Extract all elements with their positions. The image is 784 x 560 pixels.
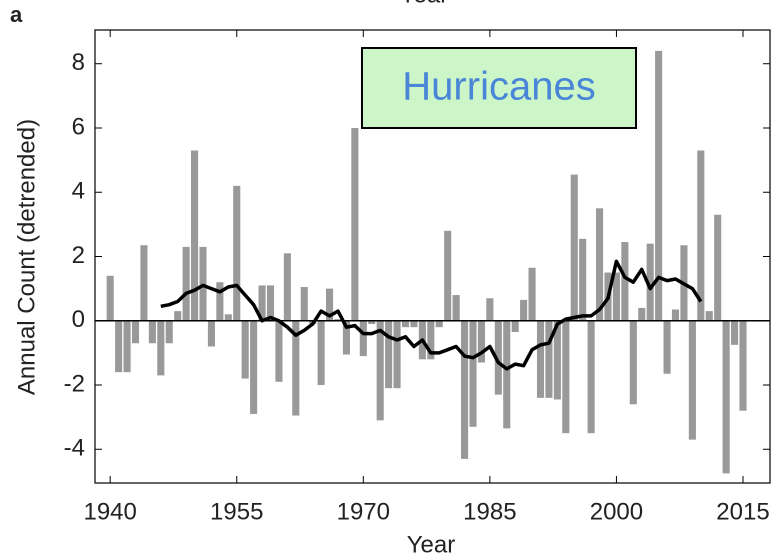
x-tick-label: 2015 xyxy=(716,498,769,525)
bar xyxy=(157,320,165,376)
bar xyxy=(663,320,671,374)
bar xyxy=(140,245,148,321)
bar xyxy=(553,320,561,400)
y-tick-label: -2 xyxy=(64,370,85,397)
annotation-box xyxy=(361,47,637,129)
bar xyxy=(697,150,705,321)
y-axis-label: Annual Count (detrended) xyxy=(13,119,40,395)
y-tick-label: 6 xyxy=(72,113,85,140)
bar xyxy=(317,320,325,386)
y-tick-label: 0 xyxy=(72,306,85,333)
bar xyxy=(671,309,680,321)
bar xyxy=(266,285,275,321)
x-tick-label: 2000 xyxy=(590,498,643,525)
bar xyxy=(469,320,477,427)
bar xyxy=(562,320,570,434)
bar xyxy=(182,246,190,321)
bar xyxy=(250,320,258,414)
bar xyxy=(545,320,553,398)
bar xyxy=(511,320,519,332)
x-tick-label: 1985 xyxy=(463,498,516,525)
bar xyxy=(621,242,629,321)
y-tick-label: 8 xyxy=(72,49,85,76)
x-axis-label: Year xyxy=(407,531,456,558)
bar xyxy=(292,320,300,416)
bar xyxy=(207,320,215,347)
bar xyxy=(401,320,410,328)
bar xyxy=(477,320,485,363)
bar xyxy=(629,320,637,405)
x-tick-label: 1940 xyxy=(83,498,136,525)
top-label: Year xyxy=(400,0,449,8)
bar xyxy=(503,320,511,429)
bar xyxy=(174,311,182,321)
bar xyxy=(486,298,494,321)
bar xyxy=(258,285,266,321)
bar xyxy=(233,185,241,321)
bar xyxy=(444,230,452,321)
bar xyxy=(165,320,173,344)
bar xyxy=(410,320,418,328)
bar xyxy=(123,320,131,373)
bar xyxy=(427,320,435,360)
bar xyxy=(283,253,291,321)
bar xyxy=(646,243,654,321)
bar xyxy=(216,282,224,321)
bar xyxy=(300,287,308,321)
bar xyxy=(587,320,595,434)
bar xyxy=(224,314,232,321)
bar xyxy=(131,320,140,344)
bar xyxy=(596,208,604,321)
bar xyxy=(148,320,156,344)
annotation: Hurricanes xyxy=(402,65,595,109)
bar xyxy=(461,320,469,459)
bar xyxy=(528,267,536,321)
y-tick-label: -4 xyxy=(64,435,85,462)
bar xyxy=(275,320,283,382)
bar xyxy=(638,307,646,321)
bar xyxy=(435,320,443,328)
bar xyxy=(106,275,114,321)
bar xyxy=(655,50,663,321)
bar xyxy=(705,311,713,321)
bar xyxy=(612,272,620,321)
bar xyxy=(342,320,350,355)
bar xyxy=(570,174,578,321)
bar xyxy=(359,320,367,357)
bar xyxy=(393,320,401,389)
y-tick-label: 2 xyxy=(72,242,85,269)
bar xyxy=(334,319,342,321)
bar xyxy=(714,214,722,321)
bar xyxy=(241,320,249,379)
x-tick-label: 1955 xyxy=(210,498,263,525)
bar xyxy=(368,320,376,324)
bar xyxy=(722,320,730,474)
bar xyxy=(520,299,528,321)
panel-label: a xyxy=(10,2,23,27)
bar xyxy=(536,320,545,398)
bar xyxy=(739,320,747,411)
bar xyxy=(191,150,199,321)
bar xyxy=(452,295,460,321)
bar xyxy=(115,320,123,373)
y-tick-label: 4 xyxy=(72,178,85,205)
bar xyxy=(385,320,393,389)
bar xyxy=(326,288,334,321)
bar xyxy=(376,320,384,421)
bar xyxy=(579,238,587,321)
bar xyxy=(731,320,739,345)
x-tick-label: 1970 xyxy=(337,498,390,525)
smoothed-line xyxy=(160,259,703,371)
bar xyxy=(688,320,696,440)
bar xyxy=(351,127,359,321)
bar xyxy=(494,320,502,395)
